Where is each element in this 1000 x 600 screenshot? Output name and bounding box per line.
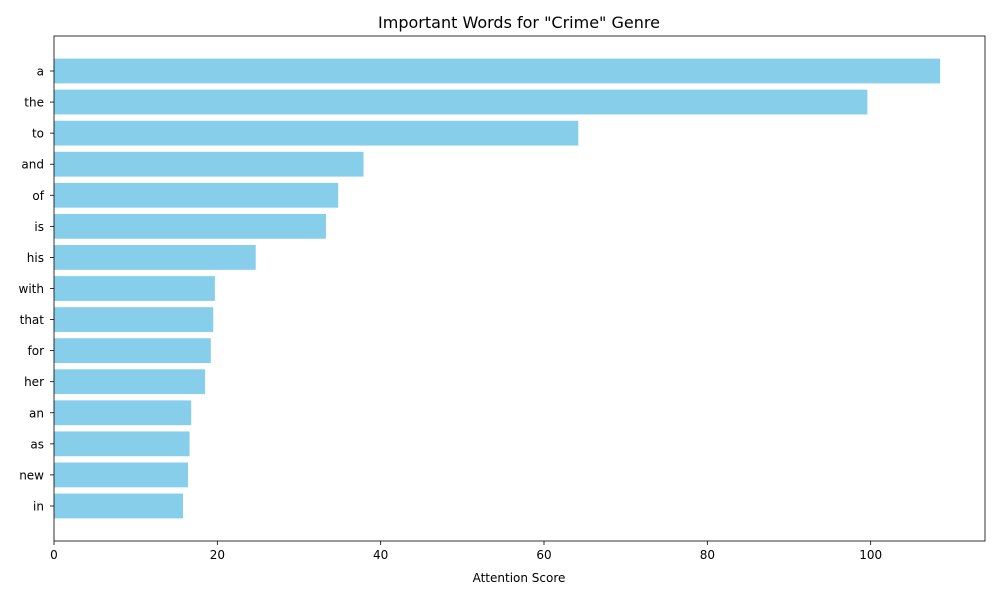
plot-frame (53, 35, 986, 542)
y-tick-label: with (19, 282, 44, 296)
y-tick-label: his (27, 251, 44, 265)
bar-her (54, 369, 206, 395)
bar-new (54, 462, 188, 488)
bar-the (54, 89, 868, 115)
bar-as (54, 431, 190, 457)
bar-is (54, 213, 326, 239)
x-tick-label: 100 (859, 548, 882, 562)
x-tick-label: 20 (210, 548, 225, 562)
x-axis-ticks: 0 20 40 60 80 100 (50, 541, 882, 562)
bar-in (54, 493, 184, 519)
y-tick-label: her (24, 375, 44, 389)
x-tick-label: 60 (536, 548, 551, 562)
bar-and (54, 151, 364, 177)
y-tick-label: and (21, 158, 44, 172)
y-tick-label: of (32, 189, 44, 203)
y-tick-label: to (32, 127, 44, 141)
bar-an (54, 400, 192, 426)
bar-his (54, 245, 256, 270)
bars-group (54, 58, 941, 519)
y-tick-label: that (20, 313, 45, 327)
y-tick-label: a (37, 65, 44, 79)
y-tick-label: in (33, 499, 44, 513)
bar-to (54, 120, 579, 146)
y-tick-label: is (34, 220, 44, 234)
x-tick-label: 0 (50, 548, 58, 562)
bar-of (54, 182, 339, 208)
bar-for (54, 338, 211, 364)
bar-with (54, 276, 215, 301)
x-tick-label: 80 (700, 548, 715, 562)
y-tick-label: new (19, 468, 44, 482)
bar-a (54, 58, 941, 84)
y-tick-label: as (30, 437, 44, 451)
x-axis-label: Attention Score (473, 571, 566, 585)
y-tick-label: the (24, 96, 44, 110)
y-tick-label: for (28, 344, 45, 358)
y-axis-ticks: a the to and of is his with that for her an as new in (19, 65, 54, 513)
y-tick-label: an (29, 406, 44, 420)
x-tick-label: 40 (373, 548, 388, 562)
chart-title: Important Words for "Crime" Genre (378, 13, 660, 32)
bar-that (54, 307, 214, 332)
